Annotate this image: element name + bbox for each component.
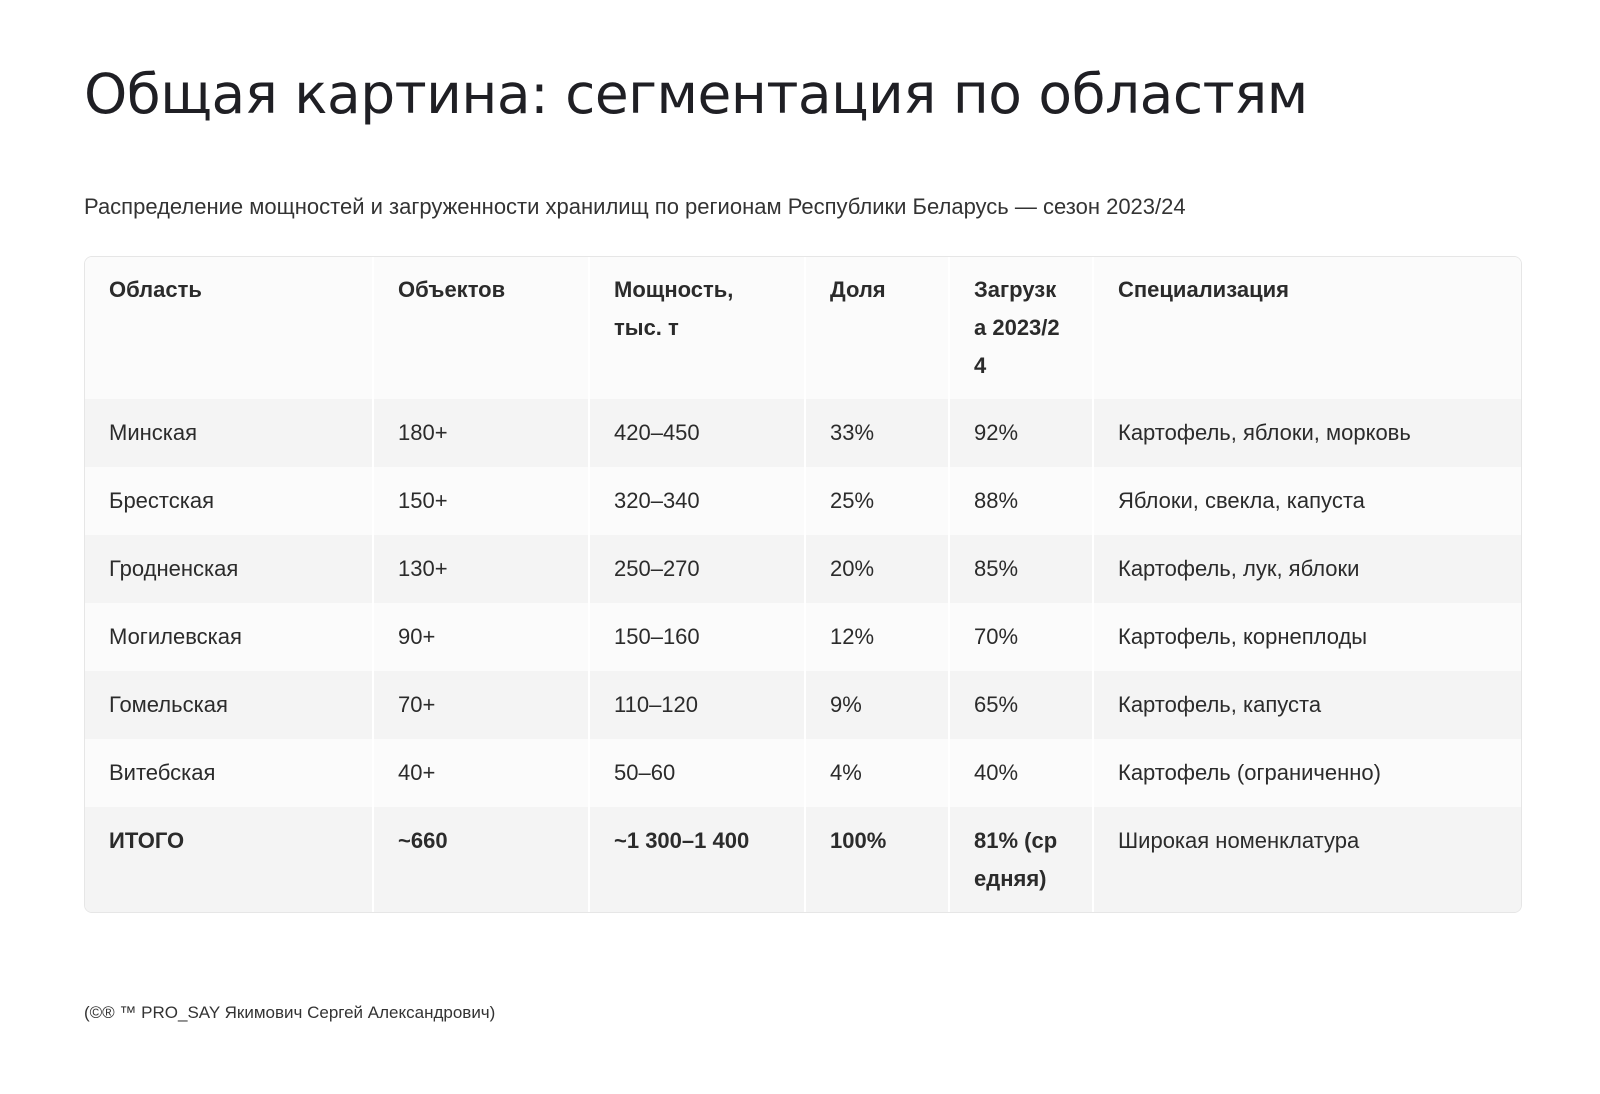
table-total-row: ИТОГО ~660 ~1 300–1 400 100% 81% (средня… [85, 807, 1521, 912]
cell-share: 25% [804, 467, 949, 535]
cell-share: 9% [804, 671, 949, 739]
cell-capacity: 420–450 [588, 399, 805, 467]
cell-region: Минская [85, 399, 373, 467]
table-row: Могилевская 90+ 150–160 12% 70% Картофел… [85, 603, 1521, 671]
cell-specialization: Картофель, капуста [1092, 671, 1521, 739]
cell-load: 40% [948, 739, 1093, 807]
cell-objects: 130+ [372, 535, 589, 603]
header-specialization: Специализация [1092, 257, 1521, 399]
cell-objects: 180+ [372, 399, 589, 467]
total-region: ИТОГО [85, 807, 373, 912]
cell-load: 92% [948, 399, 1093, 467]
header-objects: Объектов [372, 257, 589, 399]
total-share: 100% [804, 807, 949, 912]
table-header-row: Область Объектов Мощность, тыс. т Доля З… [85, 257, 1521, 399]
cell-capacity: 150–160 [588, 603, 805, 671]
cell-objects: 70+ [372, 671, 589, 739]
cell-share: 33% [804, 399, 949, 467]
table-row: Минская 180+ 420–450 33% 92% Картофель, … [85, 399, 1521, 467]
page-subtitle: Распределение мощностей и загруженности … [84, 194, 1186, 219]
header-region: Область [85, 257, 373, 399]
cell-share: 20% [804, 535, 949, 603]
page-title: Общая картина: сегментация по областям [84, 62, 1308, 126]
cell-objects: 40+ [372, 739, 589, 807]
cell-load: 70% [948, 603, 1093, 671]
header-capacity: Мощность, тыс. т [588, 257, 805, 399]
table-row: Витебская 40+ 50–60 4% 40% Картофель (ог… [85, 739, 1521, 807]
cell-specialization: Картофель (ограниченно) [1092, 739, 1521, 807]
table-row: Гродненская 130+ 250–270 20% 85% Картофе… [85, 535, 1521, 603]
region-table: Область Объектов Мощность, тыс. т Доля З… [85, 257, 1521, 912]
region-table-container: Область Объектов Мощность, тыс. т Доля З… [84, 256, 1522, 913]
table-row: Гомельская 70+ 110–120 9% 65% Картофель,… [85, 671, 1521, 739]
cell-share: 4% [804, 739, 949, 807]
cell-specialization: Картофель, лук, яблоки [1092, 535, 1521, 603]
cell-capacity: 250–270 [588, 535, 805, 603]
cell-region: Гомельская [85, 671, 373, 739]
total-load: 81% (средняя) [948, 807, 1093, 912]
cell-specialization: Яблоки, свекла, капуста [1092, 467, 1521, 535]
cell-region: Витебская [85, 739, 373, 807]
header-load: Загрузка 2023/24 [948, 257, 1093, 399]
copyright-footer: (©® ™ PRO_SAY Якимович Сергей Александро… [84, 1003, 496, 1022]
cell-capacity: 50–60 [588, 739, 805, 807]
cell-objects: 90+ [372, 603, 589, 671]
cell-capacity: 110–120 [588, 671, 805, 739]
total-specialization: Широкая номенклатура [1092, 807, 1521, 912]
cell-load: 85% [948, 535, 1093, 603]
cell-specialization: Картофель, яблоки, морковь [1092, 399, 1521, 467]
cell-region: Брестская [85, 467, 373, 535]
total-objects: ~660 [372, 807, 589, 912]
cell-load: 88% [948, 467, 1093, 535]
cell-share: 12% [804, 603, 949, 671]
cell-capacity: 320–340 [588, 467, 805, 535]
header-share: Доля [804, 257, 949, 399]
cell-objects: 150+ [372, 467, 589, 535]
cell-region: Гродненская [85, 535, 373, 603]
cell-specialization: Картофель, корнеплоды [1092, 603, 1521, 671]
cell-region: Могилевская [85, 603, 373, 671]
total-capacity: ~1 300–1 400 [588, 807, 805, 912]
cell-load: 65% [948, 671, 1093, 739]
table-row: Брестская 150+ 320–340 25% 88% Яблоки, с… [85, 467, 1521, 535]
